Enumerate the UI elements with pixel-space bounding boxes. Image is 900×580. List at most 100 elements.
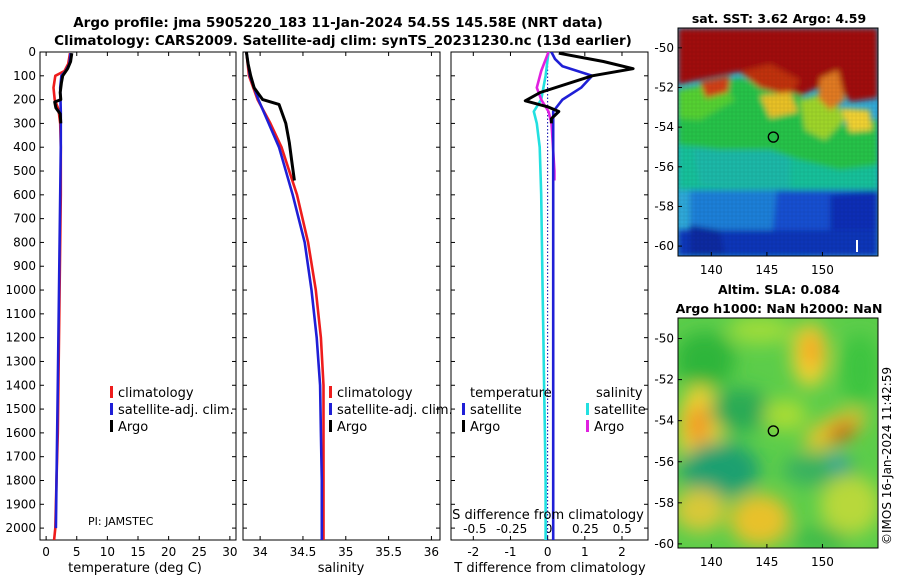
salinity-panel: 34 34.5 35 35.5 36 salinity climatology sate… bbox=[242, 51, 453, 576]
difference-x-label: T difference from climatology bbox=[453, 561, 646, 576]
salinity-x-tick-label: 35.5 bbox=[375, 545, 402, 559]
lon-tick-label: 145 bbox=[755, 263, 778, 277]
lon-tick-label: 140 bbox=[700, 555, 723, 569]
legend-swatch-argo bbox=[110, 420, 113, 432]
legend-swatch-argo bbox=[329, 420, 332, 432]
sla-map-title-line1: Altim. SLA: 0.084 bbox=[718, 282, 840, 297]
legend-label-t-argo: Argo bbox=[470, 420, 500, 435]
salinity-x-tick-label: 36 bbox=[424, 545, 439, 559]
legend-title-temperature: temperature bbox=[470, 386, 552, 401]
difference-x2-label: S difference from climatology bbox=[452, 508, 644, 523]
difference-x2-tick-label: 0 bbox=[545, 522, 553, 536]
depth-tick-label: 1000 bbox=[5, 283, 36, 297]
temperature-x-tick-label: 30 bbox=[222, 545, 237, 559]
salinity-x-tick-label: 35 bbox=[338, 545, 353, 559]
sla-map-ticks: 140 145 150 -50 -52 -54 -56 -58 -60 bbox=[654, 332, 834, 569]
imos-watermark: ©IMOS 16-Jan-2024 11:42:59 bbox=[880, 367, 894, 545]
depth-tick-label: 1100 bbox=[5, 307, 36, 321]
salinity-lines bbox=[244, 52, 325, 540]
depth-tick-label: 100 bbox=[13, 69, 36, 83]
lat-tick-label: -54 bbox=[654, 120, 674, 134]
legend-label-argo: Argo bbox=[337, 420, 367, 435]
legend-label-climatology: climatology bbox=[118, 386, 194, 401]
sla-map-panel: Altim. SLA: 0.084 Argo h1000: NaN h2000:… bbox=[654, 282, 882, 569]
temperature-x-tick-label: 15 bbox=[130, 545, 145, 559]
depth-tick-label: 1600 bbox=[5, 426, 36, 440]
lon-tick-label: 150 bbox=[811, 263, 834, 277]
depth-tick-label: 1700 bbox=[5, 450, 36, 464]
difference-ticks: -2 -1 0 1 2 -0.5 -0.25 0 0.25 0.5 bbox=[451, 51, 648, 559]
depth-tick-label: 1200 bbox=[5, 331, 36, 345]
legend-label-s-argo: Argo bbox=[594, 420, 624, 435]
legend-swatch-s-argo bbox=[586, 420, 589, 432]
legend-swatch-t-argo bbox=[462, 420, 465, 432]
depth-tick-label: 800 bbox=[13, 235, 36, 249]
legend-label-satellite-adj: satellite-adj. clim. bbox=[337, 403, 453, 418]
salinity-x-tick-label: 34.5 bbox=[290, 545, 317, 559]
lat-tick-label: -52 bbox=[654, 373, 674, 387]
temperature-x-tick-label: 5 bbox=[73, 545, 81, 559]
depth-tick-label: 1900 bbox=[5, 497, 36, 511]
depth-tick-label: 200 bbox=[13, 93, 36, 107]
difference-lines bbox=[523, 52, 635, 540]
satellite-adj-salinity-line bbox=[245, 52, 324, 540]
depth-tick-label: 700 bbox=[13, 212, 36, 226]
figure-title-line1: Argo profile: jma 5905220_183 11-Jan-202… bbox=[73, 15, 603, 31]
lon-tick-label: 145 bbox=[755, 555, 778, 569]
legend-swatch-climatology bbox=[329, 386, 332, 398]
salinity-plot-frame bbox=[242, 51, 441, 541]
depth-tick-label: 1500 bbox=[5, 402, 36, 416]
lat-tick-label: -60 bbox=[654, 537, 674, 551]
temperature-x-tick-label: 10 bbox=[100, 545, 115, 559]
difference-x2-tick-label: -0.25 bbox=[496, 522, 527, 536]
depth-tick-label: 2000 bbox=[5, 521, 36, 535]
salinity-x-label: salinity bbox=[318, 561, 365, 576]
temperature-lines bbox=[52, 52, 74, 540]
sla-map-title-line2: Argo h1000: NaN h2000: NaN bbox=[676, 301, 883, 316]
temperature-x-tick-label: 25 bbox=[192, 545, 207, 559]
sst-map-ticks: 140 145 150 -50 -52 -54 -56 -58 -60 bbox=[654, 41, 834, 277]
temperature-x-tick-label: 20 bbox=[161, 545, 176, 559]
legend-swatch-satellite-adj bbox=[110, 403, 113, 415]
difference-panel: -2 -1 0 1 2 -0.5 -0.25 0 0.25 0.5 T difference fr… bbox=[450, 51, 649, 576]
depth-tick-label: 300 bbox=[13, 116, 36, 130]
depth-tick-label: 900 bbox=[13, 259, 36, 273]
lat-tick-label: -54 bbox=[654, 414, 674, 428]
depth-tick-label: 400 bbox=[13, 140, 36, 154]
temperature-ticks: 0 5 10 15 20 25 300100200300400500600700800900… bbox=[5, 45, 237, 559]
argo-temperature-line bbox=[53, 52, 74, 124]
legend-swatch-climatology bbox=[110, 386, 113, 398]
depth-tick-label: 1400 bbox=[5, 378, 36, 392]
temperature-legend: climatology satellite-adj. clim. Argo bbox=[110, 386, 234, 435]
difference-x-tick-label: 1 bbox=[581, 545, 589, 559]
difference-plot-frame bbox=[450, 51, 649, 541]
lat-tick-label: -56 bbox=[654, 160, 674, 174]
temperature-plot-frame bbox=[39, 51, 237, 541]
sst-map-title: sat. SST: 3.62 Argo: 4.59 bbox=[692, 11, 866, 26]
sst-map-panel: sat. SST: 3.62 Argo: 4.59 bbox=[654, 11, 879, 277]
difference-x-tick-label: 2 bbox=[618, 545, 626, 559]
depth-tick-label: 1300 bbox=[5, 354, 36, 368]
depth-tick-label: 0 bbox=[28, 45, 36, 59]
sla-map-image bbox=[678, 318, 878, 548]
legend-label-satellite-adj: satellite-adj. clim. bbox=[118, 403, 234, 418]
sst-map-frame bbox=[677, 27, 879, 257]
depth-tick-label: 600 bbox=[13, 188, 36, 202]
s-satellite-diff-line bbox=[532, 52, 550, 540]
salinity-x-tick-label: 34 bbox=[252, 545, 267, 559]
legend-label-climatology: climatology bbox=[337, 386, 413, 401]
depth-tick-label: 1800 bbox=[5, 473, 36, 487]
sla-map-frame bbox=[677, 317, 879, 549]
legend-label-argo: Argo bbox=[118, 420, 148, 435]
difference-x2-tick-label: 0.25 bbox=[572, 522, 599, 536]
lon-tick-label: 140 bbox=[700, 263, 723, 277]
lat-tick-label: -52 bbox=[654, 80, 674, 94]
lat-tick-label: -60 bbox=[654, 239, 674, 253]
difference-x-tick-label: 0 bbox=[544, 545, 552, 559]
legend-swatch-s-satellite bbox=[586, 403, 589, 415]
difference-legend-salinity: salinity satellite Argo bbox=[586, 386, 646, 435]
lat-tick-label: -50 bbox=[654, 41, 674, 55]
satellite-adj-temperature-line bbox=[54, 53, 72, 529]
legend-label-s-satellite: satellite bbox=[594, 403, 646, 418]
